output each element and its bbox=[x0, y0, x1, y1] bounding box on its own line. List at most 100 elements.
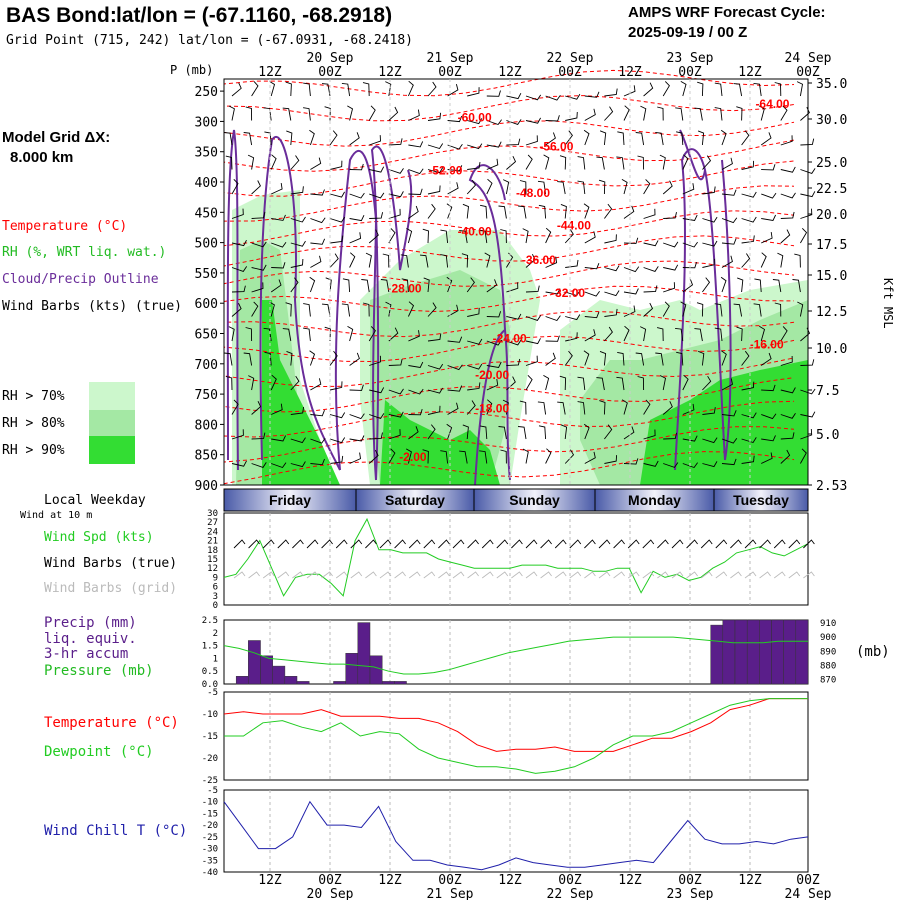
wind-barb-88 bbox=[780, 135, 793, 146]
wind-barb-196 bbox=[545, 227, 552, 244]
wind-barb-201 bbox=[643, 240, 659, 247]
pressure-series bbox=[223, 636, 808, 675]
wind-barb-391 bbox=[251, 401, 262, 415]
wind-barb-347 bbox=[564, 350, 573, 366]
pressure-tick-700: 700 bbox=[195, 358, 218, 373]
wind-barb-60 bbox=[224, 132, 233, 146]
wind-barb-446 bbox=[741, 437, 757, 444]
wind-barb-314 bbox=[506, 339, 522, 346]
temperature-contour-13 bbox=[223, 377, 795, 413]
wind-barb-241 bbox=[251, 282, 264, 293]
wind-barb-1 bbox=[251, 81, 259, 97]
wind-barb-399 bbox=[408, 408, 423, 416]
wind-barb-true-11 bbox=[394, 539, 406, 549]
wind-barb-437 bbox=[560, 424, 568, 440]
wind-barb-221 bbox=[440, 254, 449, 268]
wind-barb-349 bbox=[599, 350, 607, 366]
wind-barb-33 bbox=[282, 107, 292, 121]
wind-barb-4 bbox=[303, 82, 311, 97]
wind-barb-353 bbox=[676, 351, 684, 366]
temperature-contour-11 bbox=[223, 335, 795, 364]
wind-barb-57 bbox=[758, 105, 765, 121]
pressure-tick-850: 850 bbox=[195, 449, 218, 464]
temp-label-3: -48.00 bbox=[516, 186, 550, 200]
precip-bar-14 bbox=[394, 681, 407, 685]
temperature-contour-10 bbox=[223, 310, 795, 340]
wind-barb-438 bbox=[583, 423, 590, 440]
wind-barb-58 bbox=[780, 105, 788, 121]
wind-barb-grid-28 bbox=[642, 571, 655, 579]
wind-barb-219 bbox=[400, 254, 409, 268]
wind-barb-229 bbox=[604, 265, 620, 272]
wind-barb-125 bbox=[329, 191, 345, 198]
chill-ytick-1: -10 bbox=[202, 798, 218, 808]
cross-section-frame bbox=[223, 78, 809, 486]
wind-ytick-1: 27 bbox=[207, 518, 218, 528]
wind-barb-372 bbox=[467, 382, 481, 391]
top-time-tick-1: 00Z bbox=[318, 65, 342, 80]
bottom-time-tick-8: 12Z bbox=[738, 873, 762, 888]
wind-barb-368 bbox=[388, 388, 404, 395]
wind-barb-true-22 bbox=[554, 539, 567, 549]
rh90-swatch bbox=[89, 436, 135, 464]
wind-barb-51 bbox=[640, 105, 647, 121]
wind-barb-grid-11 bbox=[394, 571, 406, 579]
wind-barb-317 bbox=[565, 332, 578, 342]
wind-barb-114 bbox=[702, 155, 712, 170]
wind-barb-303 bbox=[282, 328, 292, 342]
wind-barb-17 bbox=[565, 93, 581, 100]
wind-barb-433 bbox=[479, 425, 488, 440]
temp-label-14: -2.00 bbox=[399, 450, 427, 464]
wind-barb-246 bbox=[342, 278, 351, 293]
wind-barb-5 bbox=[321, 83, 331, 97]
height-tick-3: 22.5 bbox=[816, 182, 847, 197]
wind-barb-77 bbox=[564, 130, 573, 146]
wind-barb-182 bbox=[271, 241, 287, 248]
wind-barb-true-13 bbox=[423, 539, 436, 549]
wind-barb-440 bbox=[623, 426, 635, 440]
top-time-tick-2: 12Z bbox=[378, 65, 402, 80]
precip-ytick-4: 0.5 bbox=[202, 667, 218, 677]
wind-barb-164 bbox=[498, 205, 507, 219]
wind-barb-266 bbox=[737, 277, 744, 293]
wind-barb-grid-39 bbox=[803, 571, 815, 579]
height-tick-11: 2.53 bbox=[816, 479, 847, 494]
wind-ytick-9: 3 bbox=[213, 592, 218, 602]
wind-barb-grid-20 bbox=[525, 571, 538, 579]
wind-barb-165 bbox=[518, 205, 527, 219]
wind-barb-449 bbox=[800, 428, 813, 440]
wind-barb-453 bbox=[290, 461, 306, 468]
height-tick-1: 30.0 bbox=[816, 113, 847, 128]
wind-barb-356 bbox=[741, 350, 750, 366]
wind-barb-168 bbox=[583, 203, 590, 219]
wind-barb-169 bbox=[604, 203, 613, 219]
wind-barb-389 bbox=[800, 388, 816, 395]
wind-barb-379 bbox=[596, 377, 605, 391]
precip-bar-9 bbox=[333, 681, 346, 685]
wind-barb-270 bbox=[231, 303, 242, 317]
wind-barb-423 bbox=[290, 437, 306, 444]
wind-barb-166 bbox=[538, 204, 547, 219]
wind-barb-236 bbox=[741, 253, 751, 268]
windchill-panel: -5 -10-15 -20 -25 -30-35 -40 bbox=[202, 786, 809, 878]
wind-barb-184 bbox=[310, 238, 326, 245]
wind-barb-319 bbox=[604, 326, 613, 342]
wind-barb-118 bbox=[780, 166, 796, 173]
wind-barb-470 bbox=[623, 458, 639, 465]
wind-barb-46 bbox=[545, 115, 560, 122]
wind-barb-102 bbox=[467, 162, 481, 170]
wind-barb-29 bbox=[796, 81, 804, 97]
bottom-time-tick-9: 00Z bbox=[796, 873, 820, 888]
wind-barb-112 bbox=[659, 154, 666, 170]
wind-barb-245 bbox=[325, 277, 332, 293]
wind-barb-299 bbox=[797, 301, 804, 317]
wind-barb-306 bbox=[347, 326, 354, 342]
wind-ytick-10: 0 bbox=[213, 601, 218, 611]
precip-bar-42 bbox=[734, 619, 748, 685]
wind-barb-grid-6 bbox=[321, 571, 333, 579]
wind-barb-461 bbox=[440, 450, 449, 464]
wind-barb-43 bbox=[486, 119, 502, 126]
wind-barb-203 bbox=[682, 241, 698, 248]
wind-barb-11 bbox=[447, 83, 459, 97]
model-grid-value: 8.000 km bbox=[10, 149, 73, 166]
